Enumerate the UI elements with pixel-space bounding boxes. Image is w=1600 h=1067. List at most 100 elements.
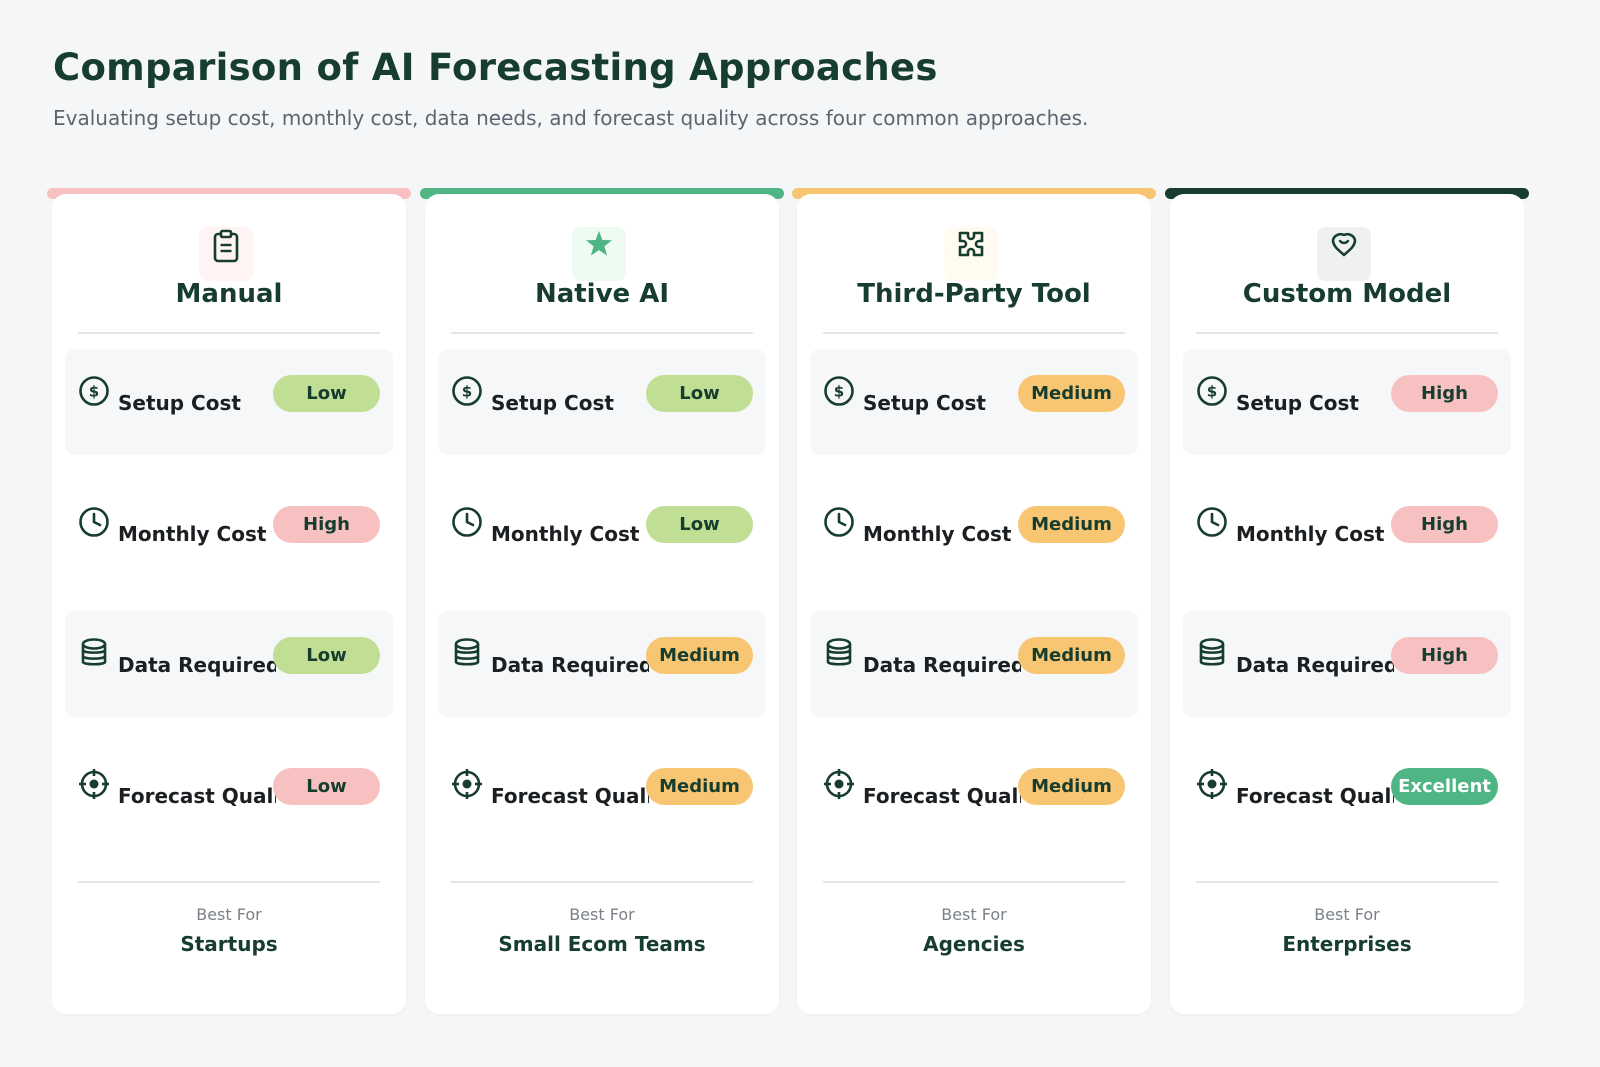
database-icon [78,637,110,669]
metric-label: Setup Cost [491,391,614,415]
best-for-label: Best For [569,905,635,924]
best-for-label: Best For [941,905,1007,924]
metric-label: Monthly Cost [1236,522,1385,546]
rating-badge: Low [646,375,753,412]
svg-text:$: $ [462,383,472,401]
svg-text:$: $ [89,383,99,401]
brain-icon [1317,227,1371,281]
metric-row-forecast-quality: Forecast QualityMedium [438,742,766,848]
dollar-icon: $ [78,375,110,407]
divider [78,332,380,334]
rating-badge: Medium [1018,506,1125,543]
database-icon [1196,637,1228,669]
svg-text:$: $ [1207,383,1217,401]
metric-row-data-required: Data Required Medium [810,611,1138,717]
best-for-value: Enterprises [1282,932,1412,956]
card-accent-bar [792,188,1156,199]
best-for-value: Small Ecom Teams [498,932,706,956]
dollar-icon: $ [451,375,483,407]
clock-icon [823,506,855,538]
card-title: Native AI [534,279,670,309]
best-for-value: Agencies [923,932,1025,956]
best-for-label: Best For [196,905,262,924]
metric-row-monthly-cost: Monthly Cost Low [438,480,766,586]
card-body: Custom Model $ Setup Cost High Monthly Cost H… [1170,194,1524,1014]
card-third-party-tool: Third-Party Tool $ Setup Cost Medium Monthly… [792,188,1156,1014]
metric-label: Forecast Quality [118,784,276,808]
metric-row-forecast-quality: Forecast QualityLow [65,742,393,848]
metric-row-data-required: Data Required Low [65,611,393,717]
divider [1196,881,1498,883]
metric-label: Data Required [863,653,1021,677]
divider [451,332,753,334]
target-icon [1196,768,1228,800]
rating-badge: Low [273,375,380,412]
metric-row-data-required: Data Required Medium [438,611,766,717]
metric-label: Monthly Cost [863,522,1012,546]
rating-badge: High [1391,637,1498,674]
metric-label: Data Required [1236,653,1394,677]
rating-badge: Medium [1018,768,1125,805]
card-body: Third-Party Tool $ Setup Cost Medium Monthly… [797,194,1151,1014]
metric-label: Setup Cost [1236,391,1359,415]
best-for-label: Best For [1314,905,1380,924]
comparison-cards: Manual $ Setup Cost Low Monthly Cost High Data… [47,188,1553,1014]
metric-row-setup-cost: $ Setup Cost Medium [810,349,1138,455]
metric-label: Forecast Quality [863,784,1021,808]
metric-label: Data Required [491,653,649,677]
rating-badge: High [273,506,380,543]
puzzle-icon [944,227,998,281]
page-title: Comparison of AI Forecasting Approaches [53,46,938,89]
divider [451,881,753,883]
rating-badge: Medium [1018,637,1125,674]
divider [1196,332,1498,334]
rating-badge: Medium [646,637,753,674]
best-for-value: Startups [180,932,278,956]
divider [823,332,1125,334]
metric-row-monthly-cost: Monthly Cost High [1183,480,1511,586]
database-icon [451,637,483,669]
target-icon [823,768,855,800]
metric-label: Monthly Cost [118,522,267,546]
rating-badge: Low [273,637,380,674]
card-accent-bar [47,188,411,199]
target-icon [78,768,110,800]
rating-badge: Excellent [1391,768,1498,805]
metric-label: Setup Cost [118,391,241,415]
card-title: Custom Model [1242,279,1452,309]
header: Comparison of AI Forecasting Approaches … [53,44,1553,132]
metric-row-setup-cost: $ Setup Cost Low [65,349,393,455]
database-icon [823,637,855,669]
rating-badge: Low [646,506,753,543]
card-accent-bar [420,188,784,199]
metric-label: Setup Cost [863,391,986,415]
metric-row-forecast-quality: Forecast QualityExcellent [1183,742,1511,848]
metric-row-monthly-cost: Monthly Cost Medium [810,480,1138,586]
clock-icon [451,506,483,538]
clipboard-icon [199,227,253,281]
rating-badge: Medium [1018,375,1125,412]
card-manual: Manual $ Setup Cost Low Monthly Cost High Data… [47,188,411,1014]
metric-row-monthly-cost: Monthly Cost High [65,480,393,586]
svg-text:$: $ [834,383,844,401]
metric-label: Monthly Cost [491,522,640,546]
divider [823,881,1125,883]
metric-label: Data Required [118,653,276,677]
rating-badge: High [1391,375,1498,412]
metric-row-setup-cost: $ Setup Cost Low [438,349,766,455]
card-title: Manual [175,279,283,309]
card-body: Manual $ Setup Cost Low Monthly Cost High Data… [52,194,406,1014]
rating-badge: High [1391,506,1498,543]
metric-row-setup-cost: $ Setup Cost High [1183,349,1511,455]
target-icon [451,768,483,800]
metric-label: Forecast Quality [491,784,649,808]
rating-badge: Low [273,768,380,805]
card-accent-bar [1165,188,1529,199]
divider [78,881,380,883]
metric-row-forecast-quality: Forecast QualityMedium [810,742,1138,848]
clock-icon [78,506,110,538]
star-icon [572,227,626,281]
rating-badge: Medium [646,768,753,805]
dollar-icon: $ [1196,375,1228,407]
metric-label: Forecast Quality [1236,784,1394,808]
